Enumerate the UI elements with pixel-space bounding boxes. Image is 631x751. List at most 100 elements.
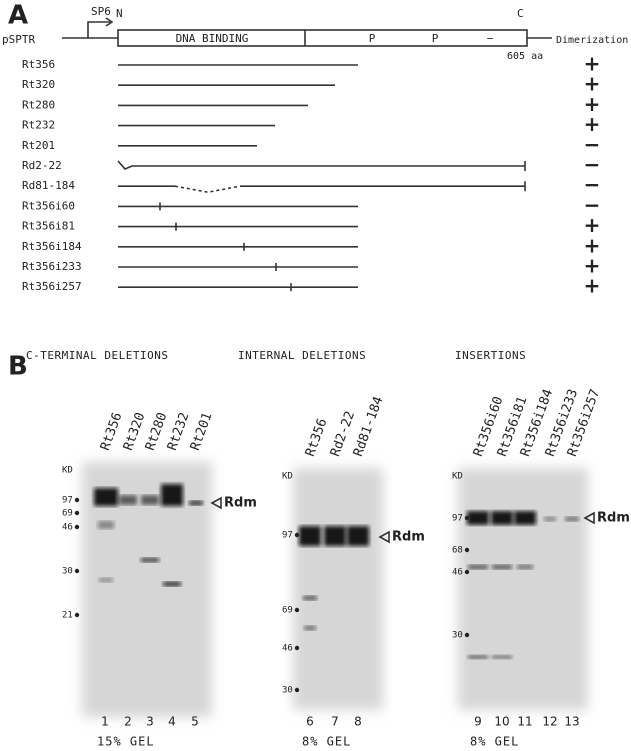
construct-name: Rt356i60 bbox=[22, 199, 75, 212]
construct-name: Rt356i233 bbox=[22, 260, 82, 273]
band bbox=[517, 565, 533, 570]
construct-name: Rt280 bbox=[22, 98, 55, 111]
marker-dot bbox=[75, 613, 79, 617]
construct-name: Rt356 bbox=[22, 58, 55, 71]
panel-b: B C-TERMINAL DELETIONSRt3561Rt3202Rt2803… bbox=[8, 349, 630, 749]
band bbox=[98, 521, 114, 529]
marker-dot bbox=[295, 608, 299, 612]
lane-number: 2 bbox=[124, 715, 132, 729]
gel-title: C-TERMINAL DELETIONS bbox=[26, 349, 168, 362]
gel-title: INSERTIONS bbox=[455, 349, 526, 362]
band bbox=[347, 526, 369, 546]
marker-label: 97 bbox=[282, 531, 293, 541]
marker-dot bbox=[465, 633, 469, 637]
band bbox=[324, 526, 346, 546]
domain: DNA BINDING bbox=[176, 32, 249, 45]
band bbox=[163, 582, 181, 587]
band bbox=[119, 495, 137, 505]
band bbox=[491, 511, 513, 525]
marker-dot bbox=[75, 525, 79, 529]
lane-number: 9 bbox=[474, 715, 482, 729]
band bbox=[468, 655, 488, 659]
lane-number: 5 bbox=[191, 715, 199, 729]
panel-a: A pSPTR SP6 N C DNA BINDING P P − Dimeri… bbox=[2, 1, 628, 298]
markers-header: KD bbox=[282, 472, 293, 482]
figure: A pSPTR SP6 N C DNA BINDING P P − Dimeri… bbox=[0, 0, 631, 751]
band bbox=[161, 484, 183, 506]
lane-number: 13 bbox=[564, 715, 579, 729]
motif: P bbox=[369, 32, 376, 45]
marker-label: 30 bbox=[282, 686, 293, 696]
lane-number: 1 bbox=[101, 715, 109, 729]
band bbox=[189, 501, 203, 506]
construct-name: Rt356i184 bbox=[22, 240, 82, 253]
marker-dot bbox=[75, 569, 79, 573]
c-terminus: C bbox=[517, 7, 524, 20]
promoter: SP6 bbox=[91, 5, 111, 18]
plasmid: pSPTR bbox=[2, 33, 35, 46]
markers-header: KD bbox=[452, 472, 463, 482]
band-label: Rdm bbox=[597, 511, 630, 526]
lane-number: 3 bbox=[146, 715, 154, 729]
marker-label: 69 bbox=[282, 606, 293, 616]
motif: P bbox=[432, 32, 439, 45]
band bbox=[492, 655, 512, 659]
construct-name: Rd81-184 bbox=[22, 179, 75, 192]
construct-name: Rt356i81 bbox=[22, 220, 75, 233]
n-terminus: N bbox=[116, 7, 123, 20]
lane-label: Rt356 bbox=[303, 417, 330, 459]
marker-dot bbox=[75, 511, 79, 515]
band bbox=[492, 565, 512, 570]
rdm-arrow bbox=[212, 498, 221, 508]
band bbox=[467, 511, 489, 525]
lane-number: 7 bbox=[331, 715, 339, 729]
marker-label: 30 bbox=[62, 567, 73, 577]
gel-percentage: 8% GEL bbox=[470, 735, 519, 749]
construct-line bbox=[118, 161, 525, 169]
marker-label: 97 bbox=[62, 496, 73, 506]
length: 605 aa bbox=[507, 51, 543, 62]
lane-number: 6 bbox=[306, 715, 314, 729]
gel-percentage: 8% GEL bbox=[302, 735, 351, 749]
band bbox=[514, 511, 536, 525]
marker-label: 30 bbox=[452, 631, 463, 641]
marker-label: 21 bbox=[62, 611, 73, 621]
band bbox=[304, 626, 316, 631]
marker-label: 46 bbox=[62, 523, 73, 533]
band bbox=[141, 495, 159, 505]
band bbox=[544, 517, 556, 522]
marker-label: 97 bbox=[452, 514, 463, 524]
markers-header: KD bbox=[62, 466, 73, 476]
panel-label: A bbox=[8, 1, 28, 31]
marker-dot bbox=[465, 570, 469, 574]
promoter-arrow bbox=[88, 22, 110, 38]
marker-dot bbox=[295, 646, 299, 650]
band bbox=[299, 526, 321, 546]
band bbox=[99, 578, 113, 583]
band bbox=[468, 565, 488, 570]
gel-title: INTERNAL DELETIONS bbox=[238, 349, 366, 362]
marker-dot bbox=[295, 688, 299, 692]
band bbox=[94, 488, 118, 506]
gel-percentage: 15% GEL bbox=[97, 735, 155, 749]
construct-name: Rt232 bbox=[22, 119, 55, 132]
marker-label: 69 bbox=[62, 509, 73, 519]
band bbox=[141, 558, 159, 563]
column-header: Dimerization bbox=[556, 35, 628, 46]
lane-number: 10 bbox=[494, 715, 509, 729]
panel-label: B bbox=[8, 352, 28, 382]
construct-name: Rt201 bbox=[22, 139, 55, 152]
gel-background bbox=[293, 468, 383, 710]
lane-number: 4 bbox=[168, 715, 176, 729]
marker-label: 46 bbox=[282, 644, 293, 654]
construct-name: Rt320 bbox=[22, 78, 55, 91]
lane-number: 11 bbox=[517, 715, 532, 729]
band-label: Rdm bbox=[392, 530, 425, 545]
marker-dot bbox=[295, 533, 299, 537]
marker-dot bbox=[465, 516, 469, 520]
motif: − bbox=[487, 32, 494, 45]
lane-number: 8 bbox=[354, 715, 362, 729]
marker-label: 68 bbox=[452, 546, 463, 556]
band bbox=[303, 596, 317, 601]
deletion bbox=[175, 186, 240, 192]
